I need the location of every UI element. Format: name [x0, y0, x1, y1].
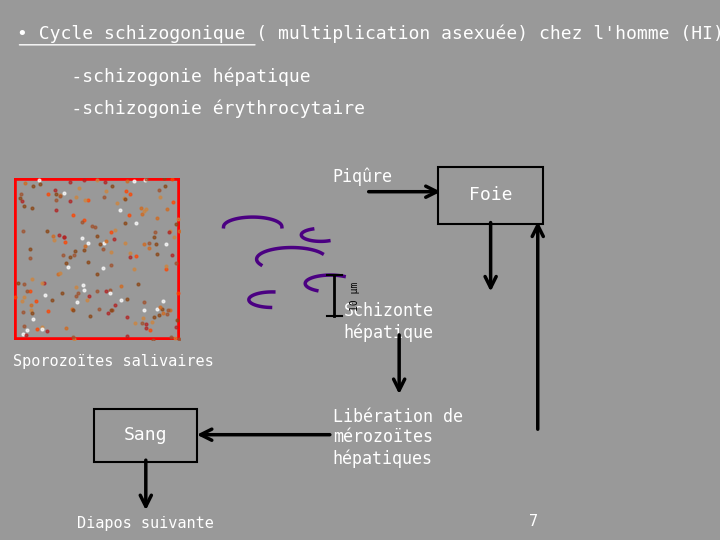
Text: Sang: Sang — [124, 426, 168, 444]
Text: • Cycle schizogonique ( multiplication asexuée) chez l'homme (HI): • Cycle schizogonique ( multiplication a… — [17, 24, 720, 43]
Text: Foie: Foie — [469, 186, 513, 205]
FancyBboxPatch shape — [94, 409, 197, 462]
Text: 7: 7 — [528, 514, 538, 529]
Text: -schizogonie érythrocytaire: -schizogonie érythrocytaire — [17, 100, 364, 118]
Text: Diapos suivante: Diapos suivante — [77, 516, 215, 531]
Text: Libération de
mérozoïtes
hépatiques: Libération de mérozoïtes hépatiques — [333, 408, 463, 468]
Text: Piqûre: Piqûre — [333, 167, 392, 186]
Text: Sporozoïtes salivaires: Sporozoïtes salivaires — [13, 354, 214, 369]
Text: 10 µm: 10 µm — [350, 282, 360, 311]
FancyBboxPatch shape — [438, 167, 544, 224]
Text: -schizogonie hépatique: -schizogonie hépatique — [17, 68, 310, 86]
Text: Schizonte
hépatique: Schizonte hépatique — [343, 302, 433, 342]
